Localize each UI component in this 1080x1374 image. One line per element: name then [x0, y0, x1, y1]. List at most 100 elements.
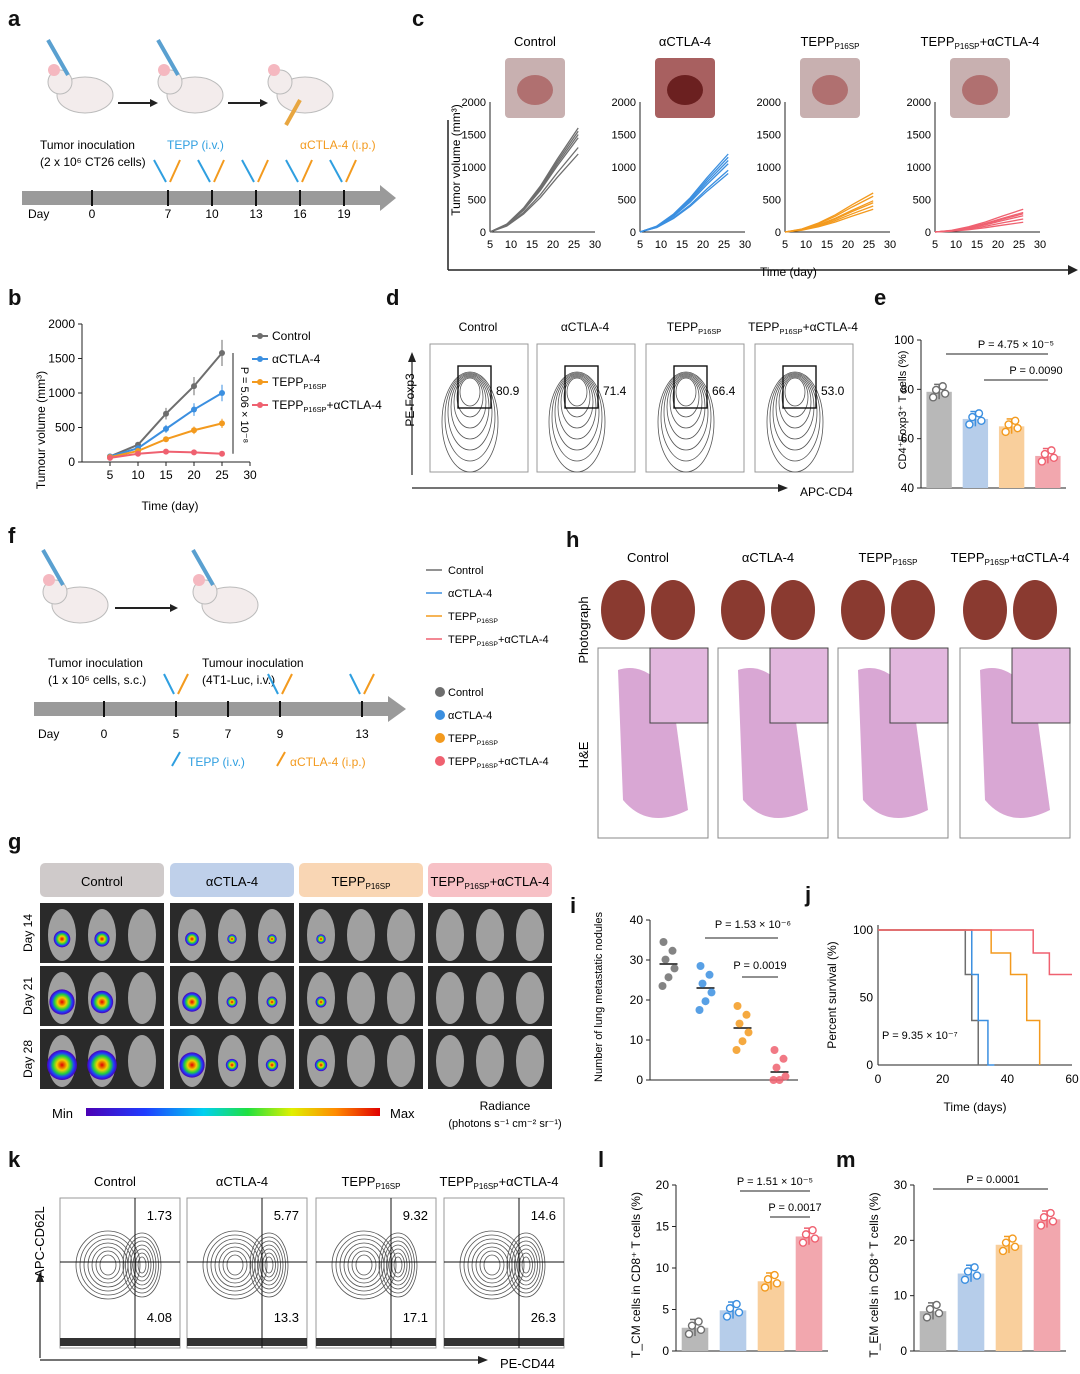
growth-curve [489, 127, 579, 233]
panel-c-individual-growth: Tumor volume (mm³) Time (day) Control050… [447, 34, 1078, 279]
data-dot [772, 1063, 781, 1072]
lung-photo [721, 580, 765, 640]
x-tick-label: 25 [718, 239, 730, 251]
data-dot [696, 1325, 706, 1335]
contour [769, 372, 821, 462]
data-dot [687, 1321, 697, 1330]
group-header-label: αCTLA-4 [206, 874, 258, 889]
panel-h-lung-images: Photograph H&E Control αCTLA-4 TEPPP16SP TE… [576, 550, 1071, 839]
he-zoom-inset [649, 647, 709, 724]
contour [249, 1232, 289, 1298]
upper-right-percentage: 14.6 [531, 1208, 556, 1223]
gate-box [673, 365, 708, 409]
panel-j-survival-chart: Percent survival (%) Time (days) P = 9.3… [825, 923, 1079, 1114]
cells-1: (1 x 10⁶ cells, s.c.) [48, 673, 146, 687]
legend-label: Control [448, 687, 483, 699]
day-number: 0 [89, 207, 96, 221]
tepp-injection-arrow [285, 159, 299, 183]
legend-dot [435, 733, 445, 743]
contour [122, 1232, 162, 1298]
y-axis-label: Tumour volume (mm³) [34, 371, 48, 489]
tepp-label: TEPP (i.v.) [167, 138, 224, 152]
contour [479, 1250, 505, 1280]
panel-b-tumour-growth-chart: Tumour volume (mm³) Time (day) P = 5.06 … [34, 317, 382, 513]
contour [378, 1232, 418, 1298]
mouse-body [128, 1035, 156, 1087]
contour [386, 1244, 410, 1286]
day-number: 7 [225, 727, 232, 741]
x-tick-label: 10 [655, 239, 667, 251]
y-tick-label: 500 [468, 195, 486, 207]
group-title: TEPPP16SP [667, 320, 722, 336]
y-tick-label: 0 [866, 1058, 873, 1072]
contour [467, 1238, 517, 1292]
x-tick-label: 0 [875, 1072, 882, 1086]
contour [339, 1238, 389, 1292]
y-tick-label: 20 [630, 993, 644, 1007]
growth-curve [489, 134, 579, 233]
panel-k-flow-plots: APC-CD62L PE-CD44 Control 1.73 4.08 αCTLA-4… [32, 1174, 565, 1371]
x-tick-label: 10 [505, 239, 517, 251]
contour [355, 1254, 373, 1276]
data-point [219, 349, 225, 356]
data-dot [695, 1006, 704, 1014]
y-tick-label: 30 [630, 953, 644, 967]
contour [125, 1236, 159, 1294]
data-dot [661, 955, 670, 964]
data-dot [1037, 457, 1047, 466]
y-tick-label: 30 [894, 1178, 908, 1192]
data-dot [770, 1270, 779, 1280]
mouse-body [436, 972, 464, 1024]
he-zoom-inset [769, 647, 829, 724]
panel-i-nodule-chart: Number of lung metastatic nodules P = 1.… [593, 912, 798, 1087]
day-number: 10 [205, 207, 219, 221]
tumor-inoculation-label: Tumor inoculation [40, 138, 135, 152]
mouse-icon [191, 549, 259, 624]
contour [202, 1230, 268, 1300]
mouse-icon [156, 39, 224, 114]
data-dot [1011, 416, 1020, 425]
radiance-units: (photons s⁻¹ cm⁻² sr⁻¹) [448, 1118, 561, 1130]
y-tick-label: 0 [630, 227, 636, 239]
survival-curve [878, 929, 1041, 1065]
x-tick-label: 30 [243, 468, 257, 482]
mouse-body [476, 972, 504, 1024]
lung-photo [841, 580, 885, 640]
data-point [219, 450, 225, 457]
y-tick-label: 1000 [907, 162, 931, 174]
data-dot [707, 988, 716, 997]
lung-photo [1013, 580, 1057, 640]
lower-right-percentage: 17.1 [403, 1310, 428, 1325]
axis-event-density [60, 1338, 180, 1346]
gate-percentage: 80.9 [496, 384, 520, 398]
mouse-body [128, 972, 156, 1024]
x-tick-label: 5 [107, 468, 114, 482]
panel-g-bioluminescence: Min Max Radiance (photons s⁻¹ cm⁻² sr⁻¹)… [21, 863, 562, 1130]
legend-label: TEPPP16SP [448, 611, 498, 625]
contour [226, 1254, 244, 1276]
p-value-1: P = 0.0001 [966, 1174, 1019, 1186]
panel-label-d: d [386, 285, 400, 310]
survival-curve [878, 929, 985, 1066]
legend-dot [435, 756, 445, 766]
actla4-injection-arrow [281, 673, 293, 695]
p-value-1: P = 4.75 × 10⁻⁵ [978, 339, 1054, 351]
y-tick-label: 10 [894, 1289, 908, 1303]
mouse-body [516, 909, 544, 961]
x-axis-label: APC-CD4 [800, 485, 853, 499]
contour [206, 1234, 264, 1296]
contour [514, 1244, 538, 1286]
x-tick-label: 20 [992, 239, 1004, 251]
x-tick-label: 5 [782, 239, 788, 251]
y-tick-label: 40 [901, 481, 915, 495]
y-axis-label: CD4⁺Foxp3⁺ T cells (%) [897, 351, 909, 470]
data-dot [733, 1002, 742, 1010]
data-dot [808, 1226, 817, 1235]
mouse-body [516, 1035, 544, 1087]
x-tick-label: 20 [697, 239, 709, 251]
y-axis-label: Percent survival (%) [825, 941, 839, 1048]
contour [441, 371, 499, 473]
legend-label: TEPPP16SP+αCTLA-4 [448, 756, 549, 770]
panel-label-f: f [8, 523, 16, 548]
luminescence-signal [182, 992, 202, 1012]
